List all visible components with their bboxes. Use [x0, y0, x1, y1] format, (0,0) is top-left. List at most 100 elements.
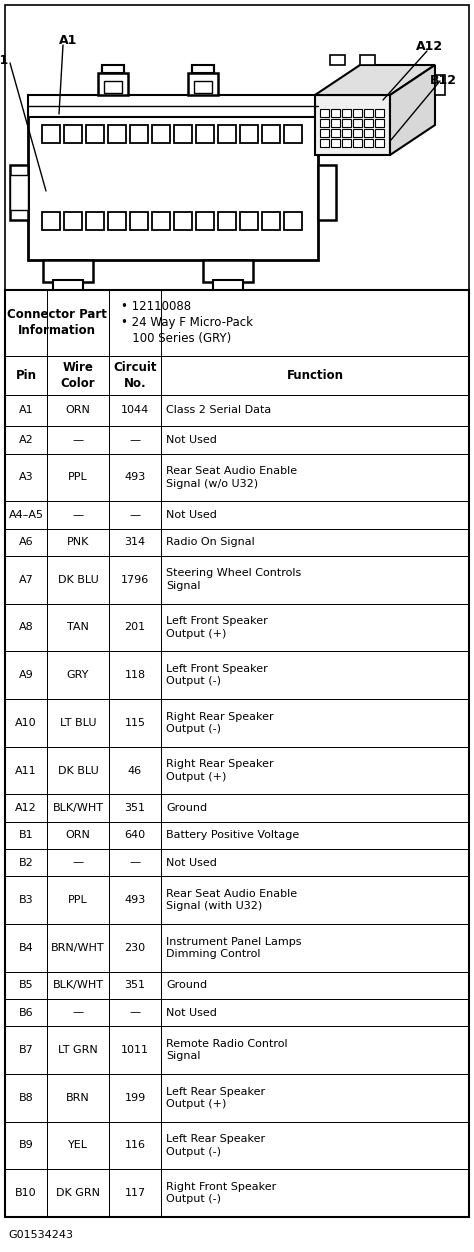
Text: Radio On Signal: Radio On Signal — [166, 537, 255, 547]
Text: B4: B4 — [18, 943, 33, 953]
Bar — [152, 125, 170, 143]
Bar — [5, 453, 47, 501]
Bar — [5, 1027, 47, 1074]
Bar — [47, 1122, 109, 1169]
Bar — [109, 1074, 161, 1122]
Polygon shape — [390, 65, 435, 155]
Text: 115: 115 — [125, 717, 146, 727]
Bar — [152, 212, 170, 230]
Bar — [130, 125, 148, 143]
Text: Function: Function — [286, 368, 344, 382]
Bar — [109, 849, 161, 876]
Text: B12: B12 — [429, 74, 456, 86]
Bar — [86, 212, 104, 230]
Bar — [42, 125, 60, 143]
Text: PNK: PNK — [67, 537, 89, 547]
Bar — [98, 73, 128, 95]
Bar — [375, 129, 384, 136]
Bar — [64, 125, 82, 143]
Bar — [342, 109, 351, 116]
Bar — [109, 528, 161, 556]
Bar — [161, 427, 469, 453]
Text: 116: 116 — [125, 1141, 146, 1151]
Bar — [331, 109, 340, 116]
Text: Ground: Ground — [166, 980, 207, 990]
Bar — [320, 119, 329, 126]
Bar — [5, 5, 469, 290]
Text: DK BLU: DK BLU — [58, 765, 99, 775]
Text: B9: B9 — [18, 1141, 33, 1151]
Bar — [5, 821, 47, 849]
Text: 117: 117 — [125, 1188, 146, 1198]
Bar — [5, 501, 47, 528]
Bar — [42, 212, 60, 230]
Bar — [109, 394, 161, 427]
Bar — [161, 849, 469, 876]
Text: A12: A12 — [15, 803, 37, 813]
Bar — [47, 795, 109, 821]
Bar — [5, 290, 469, 1217]
Bar — [47, 394, 109, 427]
Bar — [43, 260, 93, 282]
Text: Wire
Color: Wire Color — [61, 361, 95, 389]
Text: GRY: GRY — [67, 670, 89, 680]
Text: G01534243: G01534243 — [8, 1229, 73, 1239]
Bar — [364, 119, 373, 126]
Bar — [353, 119, 362, 126]
Text: ORN: ORN — [65, 406, 91, 416]
Text: A6: A6 — [18, 537, 33, 547]
Bar — [28, 95, 318, 116]
Bar — [5, 849, 47, 876]
Bar — [47, 651, 109, 699]
Bar — [47, 427, 109, 453]
Bar — [47, 999, 109, 1027]
Text: 199: 199 — [124, 1093, 146, 1103]
Bar — [130, 212, 148, 230]
Bar — [240, 212, 258, 230]
Bar — [161, 453, 469, 501]
Text: 493: 493 — [124, 472, 146, 482]
Text: DK BLU: DK BLU — [58, 575, 99, 585]
Text: B6: B6 — [18, 1008, 33, 1018]
Bar — [320, 129, 329, 136]
Text: 351: 351 — [125, 980, 146, 990]
Bar — [109, 356, 161, 394]
Text: —: — — [73, 510, 83, 520]
Bar — [174, 125, 192, 143]
Text: LT BLU: LT BLU — [60, 717, 96, 727]
Bar — [435, 75, 445, 95]
Text: Left Front Speaker
Output (-): Left Front Speaker Output (-) — [166, 664, 268, 686]
Bar — [109, 699, 161, 746]
Bar — [47, 876, 109, 924]
Text: YEL: YEL — [68, 1141, 88, 1151]
Text: DK GRN: DK GRN — [56, 1188, 100, 1198]
Bar — [161, 924, 469, 972]
Text: TAN: TAN — [67, 622, 89, 632]
Bar — [353, 139, 362, 146]
Bar — [161, 1027, 469, 1074]
Bar — [342, 139, 351, 146]
Text: Class 2 Serial Data: Class 2 Serial Data — [166, 406, 271, 416]
Bar — [318, 165, 336, 220]
Text: 46: 46 — [128, 765, 142, 775]
Bar — [262, 212, 280, 230]
Bar — [364, 109, 373, 116]
Bar — [104, 81, 122, 93]
Text: A10: A10 — [15, 717, 37, 727]
Bar — [109, 795, 161, 821]
Bar — [330, 55, 345, 65]
Bar — [161, 603, 469, 651]
Bar — [342, 129, 351, 136]
Bar — [161, 746, 469, 795]
Bar — [161, 999, 469, 1027]
Bar — [109, 821, 161, 849]
Bar — [375, 109, 384, 116]
Bar — [353, 109, 362, 116]
Bar — [161, 651, 469, 699]
Text: Steering Wheel Controls
Signal: Steering Wheel Controls Signal — [166, 568, 301, 591]
Bar — [47, 1074, 109, 1122]
Text: —: — — [73, 434, 83, 444]
Text: Left Front Speaker
Output (+): Left Front Speaker Output (+) — [166, 616, 268, 639]
Text: A2: A2 — [18, 434, 33, 444]
Text: 493: 493 — [124, 895, 146, 905]
